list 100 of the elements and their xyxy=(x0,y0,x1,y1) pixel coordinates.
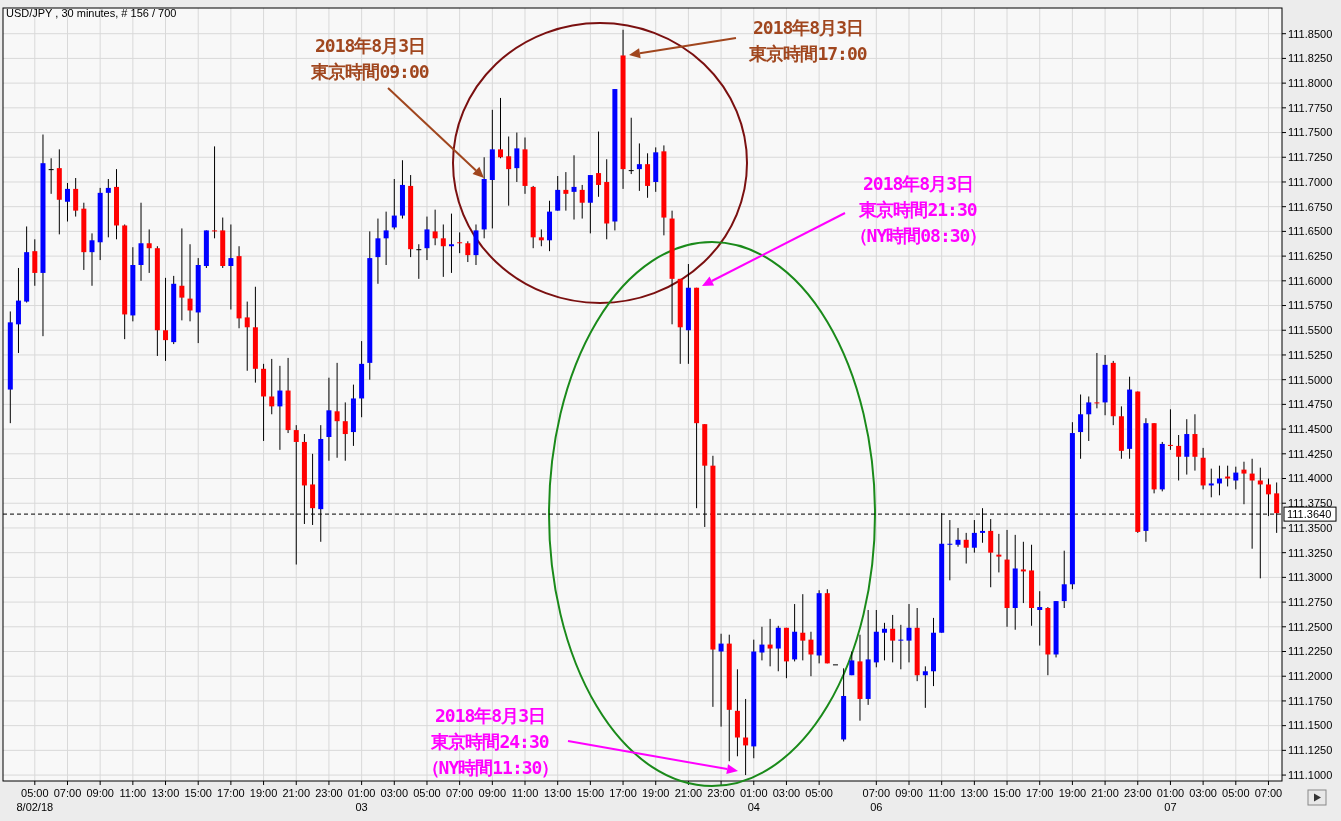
x-tick-label: 23:00 xyxy=(315,787,343,799)
candlestick xyxy=(596,131,602,198)
candlestick xyxy=(465,240,471,263)
y-tick-label: 111.7250 xyxy=(1288,151,1333,164)
candlestick xyxy=(881,622,887,661)
x-tick-label: 13:00 xyxy=(960,787,989,799)
candlestick xyxy=(15,267,21,354)
candlestick xyxy=(498,97,503,159)
x-tick-label: 05:00 8/02/18 xyxy=(16,787,54,813)
candlestick xyxy=(432,209,438,246)
x-tick-label: 05:00 xyxy=(805,787,833,799)
candlestick xyxy=(228,223,234,310)
candlestick xyxy=(416,243,422,280)
y-tick-label: 111.4750 xyxy=(1288,398,1333,411)
x-tick-label: 19:00 xyxy=(641,787,670,799)
y-tick-label: 111.3500 xyxy=(1288,521,1333,534)
candlestick xyxy=(506,136,512,207)
candlestick xyxy=(1184,418,1190,476)
x-tick-label: 13:00 xyxy=(151,787,180,799)
x-tick-label: 21:00 xyxy=(674,787,703,799)
candlestick xyxy=(890,614,896,663)
candlestick xyxy=(342,401,348,462)
annotation: 2018年8月3日 xyxy=(862,173,974,194)
candlestick xyxy=(808,631,814,677)
candlestick xyxy=(922,665,928,709)
candlestick xyxy=(457,231,463,254)
candlestick xyxy=(775,625,781,672)
x-tick-label: 07:00 xyxy=(53,787,82,799)
candlestick xyxy=(1061,550,1067,609)
y-tick-label: 111.6750 xyxy=(1288,200,1333,213)
candlestick xyxy=(1192,413,1198,472)
x-tick-label: 01:00 04 xyxy=(740,787,768,813)
y-tick-label: 111.8250 xyxy=(1288,52,1333,65)
y-tick-label: 111.8000 xyxy=(1288,76,1333,89)
candlestick xyxy=(1176,434,1182,481)
x-tick-label: 07:00 xyxy=(445,787,474,799)
candlestick xyxy=(563,171,569,212)
y-tick-label: 111.1000 xyxy=(1288,768,1333,781)
candlestick xyxy=(105,178,111,238)
candlestick xyxy=(947,519,953,581)
y-tick-label: 111.2750 xyxy=(1288,595,1333,608)
candlestick xyxy=(244,301,250,372)
candlestick xyxy=(1167,408,1173,451)
x-tick-label: 05:00 xyxy=(1222,787,1250,799)
y-tick-label: 111.4250 xyxy=(1288,447,1333,460)
x-tick-label: 03:00 xyxy=(1189,787,1217,799)
candlestick xyxy=(767,618,773,667)
candlestick xyxy=(1086,395,1092,442)
y-tick-label: 111.5500 xyxy=(1288,324,1333,337)
y-tick-label: 111.6250 xyxy=(1288,249,1333,262)
candlestick xyxy=(800,593,806,661)
candlestick xyxy=(963,532,969,565)
x-tick-label: 21:00 xyxy=(282,787,311,799)
candlestick xyxy=(1037,590,1043,647)
candlestick xyxy=(383,211,389,266)
candlestick xyxy=(424,216,430,261)
annotation: 2018年8月3日 xyxy=(434,705,546,726)
x-tick-label: 11:00 xyxy=(119,787,147,799)
candlestick xyxy=(73,177,79,218)
candlestick xyxy=(718,633,724,728)
x-tick-label: 05:00 xyxy=(413,787,441,799)
y-tick-label: 111.5000 xyxy=(1288,373,1333,386)
candlestick xyxy=(1225,465,1231,487)
candlestick xyxy=(1094,352,1100,409)
y-tick-label: 111.1250 xyxy=(1288,744,1333,757)
annotation: 2018年8月3日 xyxy=(752,17,864,38)
y-tick-label: 111.7000 xyxy=(1288,175,1333,188)
candlestick xyxy=(555,175,561,212)
x-tick-label: 13:00 xyxy=(543,787,572,799)
y-tick-label: 111.7750 xyxy=(1288,101,1333,114)
candlestick xyxy=(179,227,185,321)
x-tick-label: 09:00 xyxy=(478,787,507,799)
annotation: 東京時間17:00 xyxy=(748,43,867,64)
candlestick xyxy=(571,154,577,221)
x-tick-label: 09:00 xyxy=(86,787,114,799)
y-tick-label: 111.4000 xyxy=(1288,472,1333,485)
x-tick-label: 23:00 xyxy=(1123,787,1152,799)
y-tick-label: 111.7500 xyxy=(1288,126,1333,139)
candlestick xyxy=(448,213,454,274)
candlestick xyxy=(514,132,520,183)
candlestick xyxy=(64,182,70,223)
x-tick-label: 01:00 03 xyxy=(347,787,376,813)
y-tick-label: 111.6000 xyxy=(1288,274,1333,287)
x-tick-label: 21:00 xyxy=(1091,787,1119,799)
annotation: 東京時間09:00 xyxy=(310,61,429,82)
candlestick xyxy=(89,232,95,287)
candlestick xyxy=(1208,468,1214,498)
y-tick-label: 111.5750 xyxy=(1288,299,1333,312)
x-tick-label: 01:00 07 xyxy=(1156,787,1185,813)
x-tick-label: 19:00 xyxy=(249,787,278,799)
candlestick xyxy=(1078,394,1084,460)
x-tick-label: 11:00 xyxy=(511,787,539,799)
y-tick-label: 111.1750 xyxy=(1288,694,1333,707)
annotation: （NY時間08:30） xyxy=(849,225,987,246)
x-tick-label: 03:00 xyxy=(772,787,801,799)
x-tick-label: 07:00 06 xyxy=(862,787,891,813)
candlestick xyxy=(636,142,642,192)
candlestick xyxy=(971,519,977,554)
candlestick xyxy=(277,365,283,451)
x-tick-label: 03:00 xyxy=(380,787,409,799)
